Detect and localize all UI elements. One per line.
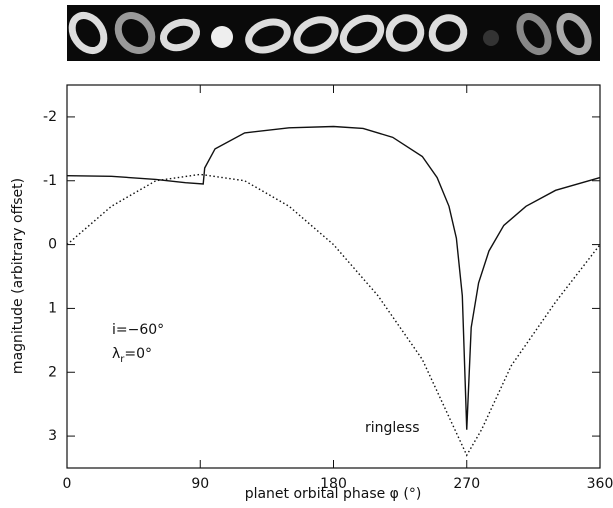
annotation-text: =0° <box>124 346 152 362</box>
series-line <box>67 126 600 429</box>
y-tick-label: -2 <box>43 109 57 125</box>
y-tick-label: 3 <box>48 428 57 444</box>
thumbnail-strip <box>66 5 600 61</box>
x-tick-label: 90 <box>191 476 209 492</box>
x-tick-label: 0 <box>63 476 72 492</box>
annotation: i=−60° <box>112 322 164 338</box>
chart: planet orbital phase φ (°) magnitude (ar… <box>0 0 613 508</box>
y-tick-label: 0 <box>48 237 57 253</box>
y-tick-label: 1 <box>48 300 57 316</box>
y-axis-label: magnitude (arbitrary offset) <box>10 178 26 374</box>
annotation: λr=0° <box>112 346 152 365</box>
y-tick-label: -1 <box>43 173 57 189</box>
series-label: ringless <box>365 420 420 436</box>
x-tick-label: 180 <box>320 476 347 492</box>
x-tick-label: 270 <box>453 476 480 492</box>
x-tick-label: 360 <box>587 476 613 492</box>
y-tick-label: 2 <box>48 364 57 380</box>
plot-frame <box>67 85 600 468</box>
thumbnail-dark <box>483 30 499 46</box>
annotation-symbol: λ <box>112 346 120 362</box>
series-line <box>67 174 600 455</box>
